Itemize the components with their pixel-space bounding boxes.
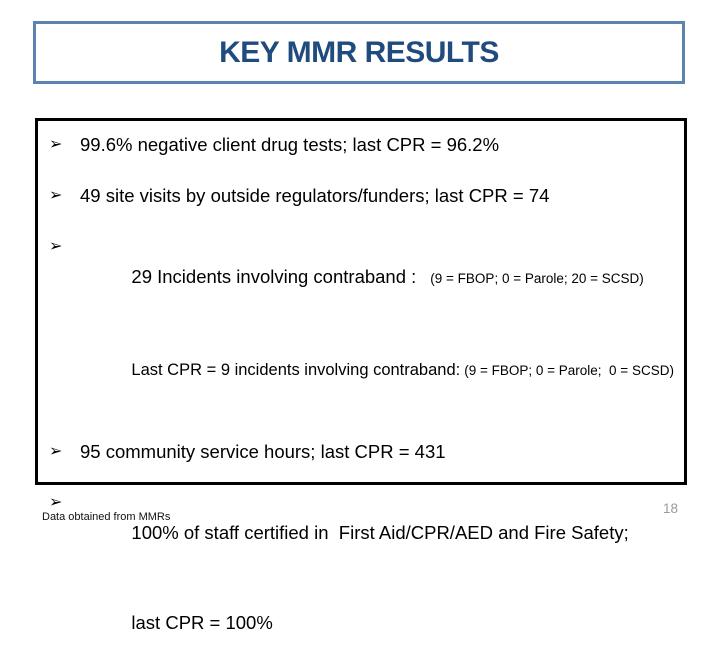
arrow-bullet-icon: ➢ [49,443,63,460]
bullet-text-2: 49 site visits by outside regulators/fun… [80,185,550,206]
bullet-5-line-1: 100% of staff certified in First Aid/CPR… [80,488,676,578]
page-number: 18 [662,501,678,516]
footer-note: Data obtained from MMRs [42,511,171,523]
bullet-3-line-2: Last CPR = 9 incidents involving contrab… [80,324,676,416]
bullet-item-4: ➢ 95 community service hours; last CPR =… [48,437,676,467]
arrow-bullet-icon: ➢ [49,238,63,255]
bullet-5-line-2: last CPR = 100% [80,578,676,668]
bullet-text-1: 99.6% negative client drug tests; last C… [80,134,500,155]
arrow-bullet-icon: ➢ [49,136,63,153]
title-box: KEY MMR RESULTS [33,21,685,84]
bullet-3-last-cpr: Last CPR = 9 incidents involving contrab… [131,361,461,379]
content-box: ➢ 99.6% negative client drug tests; last… [35,118,687,633]
bullet-5-last-cpr: last CPR = 100% [131,612,273,633]
bullet-list: ➢ 99.6% negative client drug tests; last… [48,130,676,668]
bullet-3-breakdown-current: (9 = FBOP; 0 = Parole; 20 = SCSD) [430,271,644,286]
bullet-item-3: ➢ 29 Incidents involving contraband : (9 … [48,232,676,416]
bullet-item-1: ➢ 99.6% negative client drug tests; last… [48,130,676,160]
bullet-3-breakdown-last: (9 = FBOP; 0 = Parole; 0 = SCSD) [464,363,674,378]
bullet-3-line-1: 29 Incidents involving contraband : (9 = … [80,232,676,324]
page-title: KEY MMR RESULTS [219,35,499,69]
bullet-text-4: 95 community service hours; last CPR = 4… [80,441,446,462]
arrow-bullet-icon: ➢ [49,494,63,511]
bullet-text-5: 100% of staff certified in First Aid/CPR… [131,522,629,543]
bullet-text-3-main: 29 Incidents involving contraband : [131,266,417,287]
bullet-item-2: ➢ 49 site visits by outside regulators/f… [48,181,676,211]
arrow-bullet-icon: ➢ [49,187,63,204]
slide: KEY MMR RESULTS ➢ 99.6% negative client … [33,21,687,633]
